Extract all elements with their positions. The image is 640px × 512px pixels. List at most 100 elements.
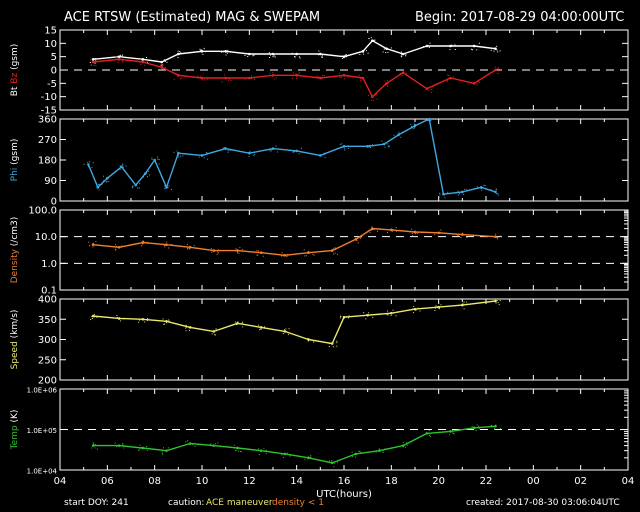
- scatter-dot: [274, 56, 276, 58]
- scatter-dot: [215, 443, 217, 445]
- scatter-dot: [123, 318, 125, 320]
- data-point: [117, 55, 121, 58]
- scatter-dot: [322, 53, 324, 55]
- caution-label: caution:: [168, 498, 205, 508]
- scatter-dot: [293, 151, 295, 153]
- scatter-dot: [381, 140, 383, 142]
- scatter-dot: [251, 78, 252, 79]
- scatter-dot: [453, 433, 455, 435]
- x-tick-label: 22: [480, 476, 493, 487]
- scatter-dot: [307, 339, 309, 341]
- scatter-dot: [398, 133, 400, 135]
- data-point: [236, 446, 239, 450]
- x-tick-label: 00: [527, 476, 540, 487]
- y-tick-label: 1.0E+06: [27, 387, 58, 395]
- scatter-dot: [295, 73, 297, 75]
- data-point: [236, 249, 239, 252]
- scatter-dot: [148, 171, 150, 173]
- scatter-dot: [260, 328, 262, 330]
- data-point: [283, 452, 287, 456]
- scatter-dot: [448, 77, 450, 79]
- scatter-dot: [394, 137, 396, 138]
- scatter-dot: [367, 230, 369, 232]
- scatter-dot: [494, 428, 496, 430]
- scatter-dot: [496, 238, 498, 240]
- scatter-dot: [228, 78, 230, 80]
- scatter-dot: [393, 134, 395, 136]
- scatter-dot: [499, 235, 501, 237]
- scatter-dot: [250, 53, 252, 55]
- scatter-dot: [91, 316, 93, 318]
- data-point: [91, 58, 95, 61]
- scatter-dot: [476, 49, 478, 51]
- scatter-dot: [352, 456, 353, 458]
- scatter-dot: [451, 44, 453, 46]
- scatter-dot: [370, 99, 372, 101]
- scatter-dot: [167, 447, 169, 449]
- y-tick-label: -10: [41, 92, 57, 103]
- scatter-dot: [444, 197, 446, 199]
- scatter-dot: [428, 430, 430, 431]
- series-line-phi: [87, 118, 496, 195]
- scatter-dot: [92, 242, 94, 244]
- scatter-dot: [497, 51, 499, 53]
- scatter-dot: [337, 461, 339, 463]
- scatter-dot: [387, 80, 388, 82]
- scatter-dot: [114, 442, 116, 444]
- scatter-dot: [234, 321, 236, 323]
- scatter-dot: [203, 47, 205, 49]
- scatter-dot: [257, 254, 259, 256]
- scatter-dot: [229, 78, 231, 79]
- data-point: [177, 151, 180, 155]
- scatter-dot: [431, 86, 433, 87]
- scatter-dot: [291, 77, 293, 79]
- scatter-dot: [316, 76, 318, 78]
- scatter-dot: [428, 46, 430, 48]
- scatter-dot: [400, 55, 402, 57]
- scatter-dot: [210, 443, 212, 445]
- scatter-dot: [91, 166, 93, 168]
- scatter-dot: [478, 81, 480, 83]
- scatter-dot: [490, 189, 492, 191]
- scatter-dot: [423, 46, 425, 47]
- data-point: [165, 319, 168, 323]
- scatter-dot: [498, 68, 500, 70]
- scatter-dot: [144, 64, 146, 66]
- scatter-dot: [308, 456, 309, 458]
- scatter-dot: [344, 149, 346, 151]
- y-tick-label: 0: [51, 197, 57, 208]
- scatter-dot: [429, 42, 431, 44]
- scatter-dot: [168, 319, 170, 321]
- scatter-dot: [299, 57, 301, 59]
- scatter-dot: [298, 56, 300, 58]
- scatter-dot: [89, 62, 91, 63]
- scatter-dot: [151, 158, 153, 160]
- scatter-dot: [180, 52, 182, 54]
- scatter-dot: [95, 241, 97, 243]
- scatter-dot: [145, 173, 147, 175]
- scatter-dot: [206, 79, 208, 81]
- series-line-bz: [93, 58, 496, 98]
- scatter-dot: [199, 76, 201, 78]
- scatter-dot: [317, 54, 319, 56]
- scatter-dot: [495, 188, 497, 190]
- scatter-dot: [412, 308, 414, 310]
- scatter-dot: [339, 143, 341, 145]
- scatter-dot: [446, 80, 448, 82]
- scatter-dot: [157, 156, 159, 158]
- scatter-dot: [226, 52, 228, 54]
- scatter-dot: [217, 442, 219, 444]
- scatter-dot: [257, 324, 259, 326]
- data-point: [494, 68, 497, 72]
- scatter-dot: [473, 45, 475, 47]
- scatter-dot: [484, 185, 486, 187]
- scatter-dot: [122, 54, 124, 56]
- data-point: [91, 444, 95, 447]
- scatter-dot: [204, 79, 205, 81]
- scatter-dot: [262, 252, 264, 253]
- scatter-dot: [454, 44, 456, 46]
- scatter-dot: [199, 49, 201, 51]
- scatter-dot: [244, 55, 246, 56]
- data-point: [413, 307, 417, 311]
- scatter-dot: [95, 65, 97, 67]
